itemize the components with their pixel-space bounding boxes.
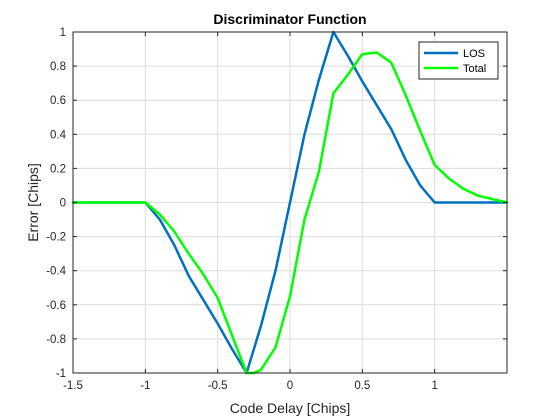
y-tick-label: 0.2 <box>50 163 66 175</box>
chart-title: Discriminator Function <box>213 11 366 27</box>
y-tick-label: 0.4 <box>50 129 67 141</box>
y-tick-label: -0.8 <box>46 334 66 346</box>
x-axis-label: Code Delay [Chips] <box>230 400 351 416</box>
x-tick-label: 0.5 <box>354 380 370 392</box>
y-tick-label: 0 <box>60 198 66 210</box>
y-tick-label: 1 <box>60 27 66 39</box>
y-tick-label: -0.6 <box>46 300 66 312</box>
y-tick-label: 0.8 <box>50 61 66 73</box>
legend-label-los: LOS <box>463 48 485 60</box>
legend-box <box>418 41 499 80</box>
series-line-total <box>71 51 509 375</box>
y-tick-label: -1 <box>56 368 66 380</box>
x-tick-label: -0.5 <box>208 380 228 392</box>
series-layer <box>71 30 509 375</box>
tick-layer: -1.5 -1 -0.5 0 0.5 1-1-0.8-0.6-0.4-0.200.20.4… <box>46 27 507 392</box>
x-tick-label: 0 <box>287 380 293 392</box>
y-axis-label: Error [Chips] <box>25 163 41 242</box>
y-tick-label: -0.4 <box>46 266 66 278</box>
x-tick-label: 1 <box>431 380 437 392</box>
x-tick-label: -1.5 <box>63 380 83 392</box>
legend-label-total: Total <box>463 63 486 75</box>
legend: LOS Total <box>418 41 499 80</box>
y-tick-label: -0.2 <box>46 232 66 244</box>
x-tick-label: -1 <box>140 380 150 392</box>
series-line-los <box>71 30 509 375</box>
y-tick-label: 0.6 <box>50 95 66 107</box>
